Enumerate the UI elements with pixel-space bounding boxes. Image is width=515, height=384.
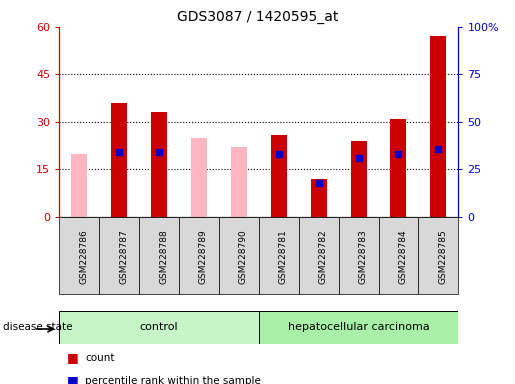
Bar [99, 217, 139, 294]
Text: control: control [140, 322, 178, 333]
Bar [259, 311, 458, 344]
Text: GSM228789: GSM228789 [199, 229, 208, 284]
Text: percentile rank within the sample: percentile rank within the sample [85, 376, 261, 384]
Bar [219, 217, 259, 294]
Bar [259, 217, 299, 294]
Bar [231, 147, 247, 217]
Text: GSM228784: GSM228784 [399, 229, 407, 284]
Bar [191, 138, 207, 217]
Bar [139, 217, 179, 294]
Bar [311, 179, 327, 217]
Bar [379, 217, 418, 294]
Bar [234, 160, 244, 217]
Text: GSM228786: GSM228786 [79, 229, 88, 284]
Text: GDS3087 / 1420595_at: GDS3087 / 1420595_at [177, 10, 338, 23]
Bar [71, 154, 87, 217]
Bar [74, 160, 84, 217]
Bar [271, 135, 287, 217]
Bar [351, 141, 367, 217]
Bar [431, 36, 447, 217]
Bar [299, 217, 339, 294]
Text: hepatocellular carcinoma: hepatocellular carcinoma [288, 322, 430, 333]
Text: ■: ■ [67, 374, 79, 384]
Bar [418, 217, 458, 294]
Text: GSM228781: GSM228781 [279, 229, 288, 284]
Text: GSM228783: GSM228783 [358, 229, 368, 284]
Text: count: count [85, 353, 114, 363]
Bar [339, 217, 379, 294]
Text: GSM228782: GSM228782 [319, 229, 328, 284]
Text: disease state: disease state [3, 322, 72, 333]
Text: ■: ■ [67, 351, 79, 364]
Bar [59, 311, 259, 344]
Text: GSM228790: GSM228790 [239, 229, 248, 284]
Text: GSM228787: GSM228787 [119, 229, 128, 284]
Bar [59, 217, 99, 294]
Bar [194, 160, 204, 217]
Bar [151, 113, 167, 217]
Bar [179, 217, 219, 294]
Bar [111, 103, 127, 217]
Text: GSM228788: GSM228788 [159, 229, 168, 284]
Text: GSM228785: GSM228785 [438, 229, 448, 284]
Bar [390, 119, 406, 217]
